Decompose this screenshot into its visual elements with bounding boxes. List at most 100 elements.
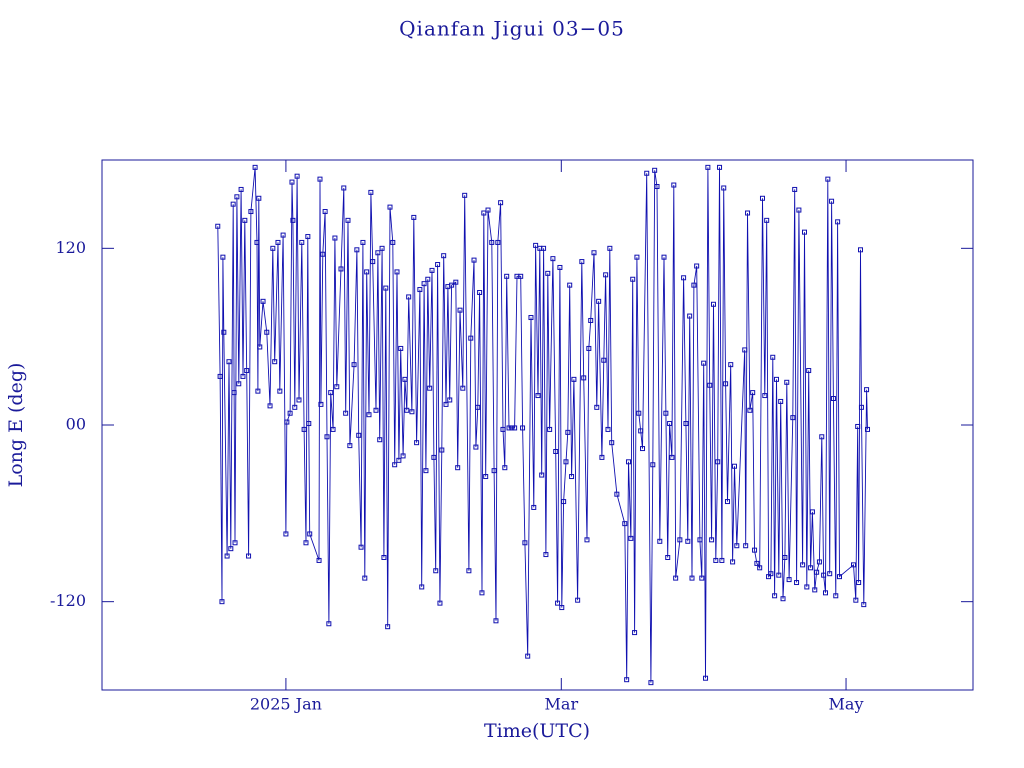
y-tick-label: 00 bbox=[66, 415, 86, 434]
data-point bbox=[347, 443, 353, 449]
data-point bbox=[550, 256, 556, 262]
data-point bbox=[648, 680, 654, 686]
data-point bbox=[437, 600, 443, 606]
data-point bbox=[294, 173, 300, 179]
data-point bbox=[669, 454, 675, 460]
data-point bbox=[557, 264, 563, 270]
data-point bbox=[246, 553, 252, 559]
data-point bbox=[493, 618, 499, 624]
data-point bbox=[358, 544, 364, 550]
data-point bbox=[238, 186, 244, 192]
data-point bbox=[584, 537, 590, 543]
data-point bbox=[567, 282, 573, 288]
data-point bbox=[764, 217, 770, 223]
data-point bbox=[721, 185, 727, 191]
data-point bbox=[443, 401, 449, 407]
data-point bbox=[640, 446, 646, 452]
data-point bbox=[256, 195, 262, 201]
data-point bbox=[332, 235, 338, 241]
data-point bbox=[563, 459, 569, 465]
data-point bbox=[244, 368, 250, 374]
data-point bbox=[364, 269, 370, 275]
data-point bbox=[377, 437, 383, 443]
data-point bbox=[220, 254, 226, 260]
data-point bbox=[681, 275, 687, 281]
data-point bbox=[419, 584, 425, 590]
data-point bbox=[421, 281, 427, 287]
data-point bbox=[284, 419, 290, 425]
data-point bbox=[821, 572, 827, 578]
data-point bbox=[858, 247, 864, 253]
data-point bbox=[728, 362, 734, 368]
data-point bbox=[411, 214, 417, 220]
data-point bbox=[829, 198, 835, 204]
data-point bbox=[512, 425, 518, 431]
data-point bbox=[453, 279, 459, 285]
data-point bbox=[614, 491, 620, 497]
data-point bbox=[667, 421, 673, 427]
data-point bbox=[232, 540, 238, 546]
data-point bbox=[528, 315, 534, 321]
data-point bbox=[697, 537, 703, 543]
data-point bbox=[368, 189, 374, 195]
data-point bbox=[455, 465, 461, 471]
data-point bbox=[373, 407, 379, 413]
data-point bbox=[255, 388, 261, 394]
data-point bbox=[808, 565, 814, 571]
data-point bbox=[462, 192, 468, 198]
data-point bbox=[429, 267, 435, 273]
data-point bbox=[277, 388, 283, 394]
data-point bbox=[745, 210, 751, 216]
data-point bbox=[502, 465, 508, 471]
data-point bbox=[383, 285, 389, 291]
data-point bbox=[234, 194, 240, 200]
data-point bbox=[804, 584, 810, 590]
data-point bbox=[677, 537, 683, 543]
data-point bbox=[864, 387, 870, 393]
data-point bbox=[638, 428, 644, 434]
data-point bbox=[539, 472, 545, 478]
data-point bbox=[509, 425, 515, 431]
data-point bbox=[665, 555, 671, 560]
data-point bbox=[396, 457, 402, 463]
data-point bbox=[762, 393, 768, 399]
data-point bbox=[768, 571, 774, 577]
data-point bbox=[242, 217, 248, 223]
data-point bbox=[571, 376, 577, 382]
data-point bbox=[301, 426, 307, 432]
data-point bbox=[772, 593, 778, 599]
data-point bbox=[264, 329, 270, 335]
data-point bbox=[759, 195, 765, 201]
data-point bbox=[224, 553, 230, 559]
data-point bbox=[431, 454, 437, 460]
data-point bbox=[460, 385, 466, 391]
data-point bbox=[491, 468, 497, 474]
data-point bbox=[433, 568, 439, 574]
data-point bbox=[356, 432, 362, 438]
data-point bbox=[379, 245, 385, 251]
data-point bbox=[796, 207, 802, 213]
data-point bbox=[752, 547, 758, 553]
data-point bbox=[654, 184, 660, 189]
data-point bbox=[290, 217, 296, 223]
data-point bbox=[292, 404, 298, 410]
data-point bbox=[723, 381, 729, 387]
data-point bbox=[742, 347, 748, 353]
data-point bbox=[559, 605, 565, 611]
data-point bbox=[731, 463, 737, 469]
data-point bbox=[858, 404, 864, 410]
data-point bbox=[535, 393, 541, 399]
data-point bbox=[260, 298, 266, 304]
data-point bbox=[303, 540, 309, 546]
data-point bbox=[588, 317, 594, 323]
data-point bbox=[254, 239, 260, 245]
data-point bbox=[404, 407, 410, 413]
data-point bbox=[800, 562, 806, 568]
data-point bbox=[632, 630, 638, 636]
data-point bbox=[581, 375, 587, 381]
data-point bbox=[782, 555, 788, 560]
data-point bbox=[398, 345, 404, 351]
data-point bbox=[518, 273, 524, 279]
data-point bbox=[661, 254, 667, 260]
